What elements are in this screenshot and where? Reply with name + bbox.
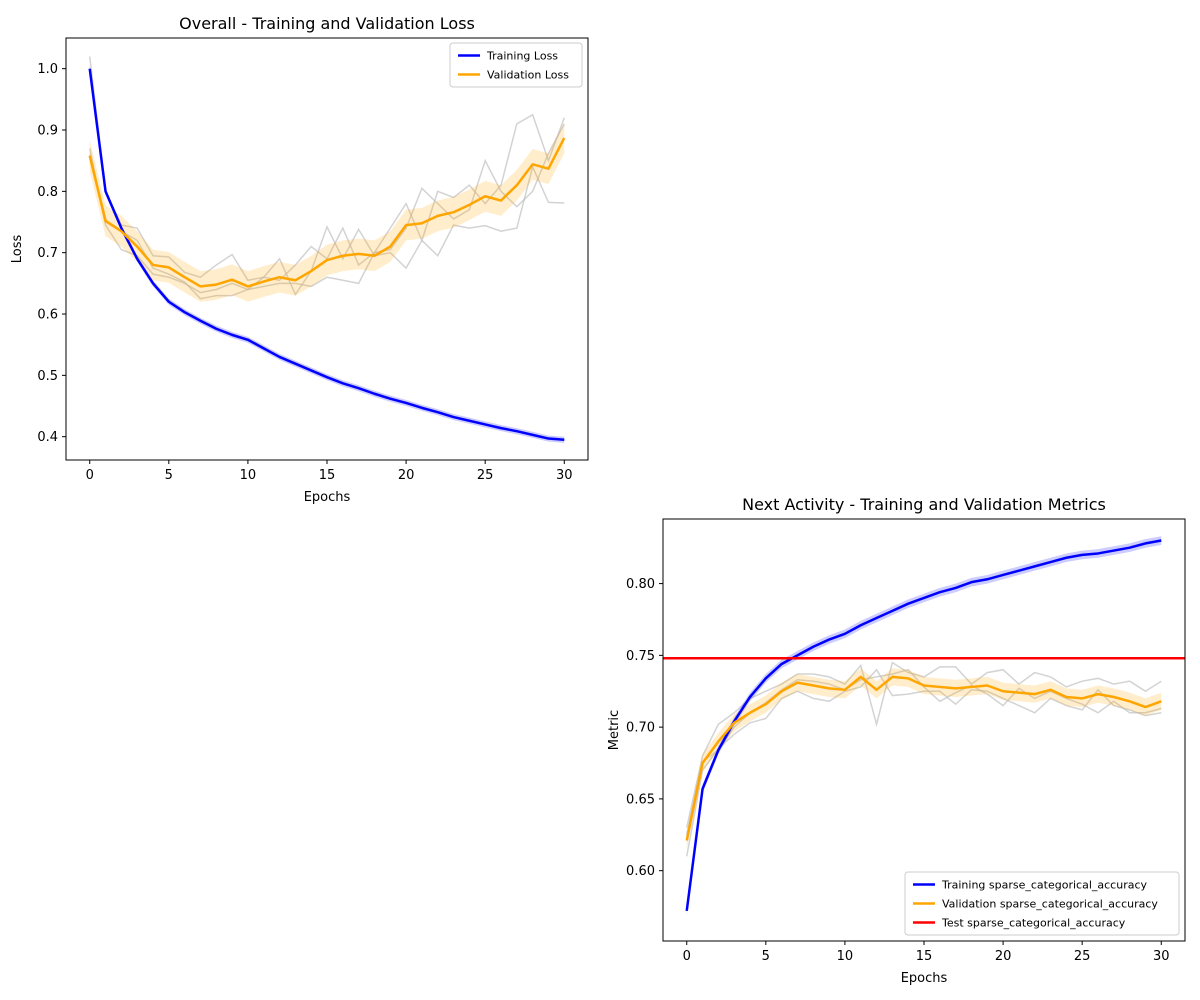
- legend-label-2: Validation sparse_categorical_accuracy: [942, 898, 1158, 911]
- y-tick-label: 0.60: [626, 864, 655, 879]
- run-trace-3: [88, 123, 565, 300]
- run-trace-1: [88, 148, 565, 296]
- legend: Training Loss Validation Loss: [449, 42, 583, 88]
- x-tick-label: 30: [556, 468, 573, 483]
- x-tick-label: 5: [762, 949, 770, 964]
- legend-label-1: Training sparse_categorical_accuracy: [941, 879, 1147, 892]
- legend: Training sparse_categorical_accuracy Vali…: [904, 871, 1180, 936]
- x-tick-label: 20: [995, 949, 1012, 964]
- x-tick-label: 5: [165, 468, 173, 483]
- x-axis-label: Epochs: [901, 971, 948, 986]
- y-axis-label: Loss: [10, 235, 25, 264]
- legend-box: [449, 42, 583, 88]
- y-tick-label: 0.8: [37, 185, 58, 200]
- x-tick-label: 25: [1074, 949, 1091, 964]
- x-tick-label: 0: [86, 468, 94, 483]
- series-line-2: [88, 137, 566, 288]
- y-tick-label: 0.9: [37, 124, 58, 139]
- y-tick-label: 0.5: [37, 369, 58, 384]
- plot-area: [663, 536, 1185, 916]
- series-line-2: [685, 675, 1162, 841]
- y-tick-label: 0.4: [37, 430, 58, 445]
- x-tick-label: 20: [398, 468, 415, 483]
- y-tick-label: 0.7: [37, 246, 58, 261]
- x-axis-label: Epochs: [304, 490, 351, 505]
- y-tick-label: 0.65: [626, 792, 655, 807]
- y-tick-label: 1.0: [37, 62, 58, 77]
- series-line-1: [685, 539, 1162, 912]
- chart-title: Overall - Training and Validation Loss: [179, 14, 475, 33]
- x-tick-label: 10: [240, 468, 257, 483]
- x-tick-label: 30: [1153, 949, 1170, 964]
- legend-label-1: Training Loss: [486, 50, 558, 63]
- series-band-2: [89, 122, 565, 302]
- x-tick-label: 15: [916, 949, 933, 964]
- legend-label-2: Validation Loss: [487, 69, 569, 82]
- chart-title: Next Activity - Training and Validation …: [742, 495, 1106, 514]
- x-tick-label: 10: [837, 949, 854, 964]
- x-tick-label: 0: [683, 949, 691, 964]
- legend-box: [904, 871, 1180, 936]
- legend-label-3: Test sparse_categorical_accuracy: [941, 917, 1126, 930]
- chart-1: 0 5 10 15 20 25 30 0.4 0.5 0.6 0.7 0.8 0.9 1.0 Overall…: [10, 14, 589, 505]
- run-trace-1: [685, 661, 1162, 828]
- x-tick-label: 25: [477, 468, 494, 483]
- y-tick-label: 0.80: [626, 577, 655, 592]
- chart-2: 0 5 10 15 20 25 30 0.60 0.65 0.70 0.75 0.80 Next Act…: [607, 495, 1186, 986]
- y-tick-label: 0.70: [626, 721, 655, 736]
- y-axis-label: Metric: [607, 710, 622, 750]
- x-tick-label: 15: [319, 468, 336, 483]
- plot-area: [88, 56, 566, 443]
- series-line-1: [88, 68, 565, 442]
- y-tick-label: 0.6: [37, 308, 58, 323]
- run-trace-2: [685, 668, 1162, 857]
- y-tick-label: 0.75: [626, 649, 655, 664]
